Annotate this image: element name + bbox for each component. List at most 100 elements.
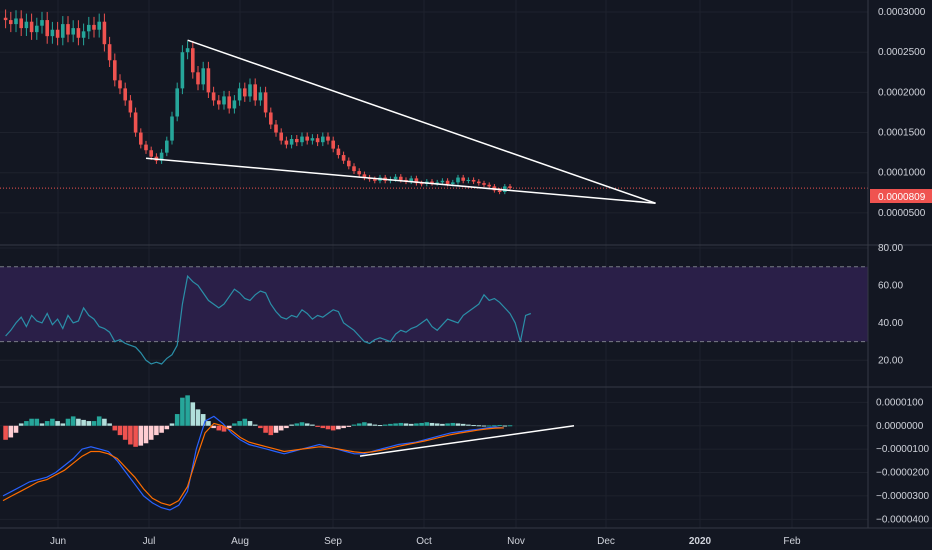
candle-body [326,136,330,141]
macd-histogram-bar [445,423,450,426]
macd-histogram-bar [414,423,419,426]
macd-histogram-bar [497,425,502,427]
signal-line [2,422,504,506]
macd-histogram-bar [242,418,248,426]
macd-histogram-bar [96,416,102,426]
macd-histogram-bar [55,421,60,426]
macd-histogram-bar [159,425,164,433]
candle-body [284,140,289,145]
macd-histogram-bar [502,425,508,427]
macd-histogram-bar [440,423,445,426]
candle-body [50,29,55,37]
macd-histogram-bar [481,425,487,427]
x-tick-2020: 2020 [689,536,712,547]
candle-body [414,178,419,184]
candle-body [456,177,460,183]
macd-histogram-bar [34,418,40,426]
macd-histogram-bar [112,425,118,431]
candle-body [315,138,320,143]
macd-tick-label: −0.0000400 [876,514,930,525]
candle-body [482,183,486,185]
macd-histogram-bar [164,425,170,430]
candle-body [55,29,60,38]
time-axis[interactable]: Jun Jul Aug Sep Oct Nov Dec 2020 Feb [50,536,801,547]
candle-body [409,178,413,182]
macd-histogram-bar [367,423,372,426]
candle-body [347,160,351,167]
macd-histogram-bar [65,418,71,426]
price-axis[interactable]: 0.0003000 0.0002500 0.0002000 0.0001500 0.00… [878,7,926,219]
macd-histogram-bar [190,402,196,426]
candle-body [497,190,502,193]
macd-histogram-bar [424,422,430,426]
macd-histogram-bar [200,414,206,426]
candle-body [295,138,299,143]
macd-histogram-bar [372,424,378,426]
candle-body [40,20,44,26]
x-tick-jun: Jun [50,536,66,547]
rsi-pane[interactable] [0,266,868,365]
macd-histogram-bar [29,418,34,426]
rsi-tick-label: 60.00 [878,280,903,291]
macd-histogram-bar [362,422,367,426]
macd-histogram-bar [476,425,482,427]
macd-histogram-bar [216,425,222,431]
macd-histogram-bar [388,423,393,426]
candle-body [310,138,315,141]
macd-histogram-bar [346,425,352,427]
candle-body [232,100,237,109]
x-tick-jul: Jul [143,536,156,547]
x-tick-dec: Dec [597,536,615,547]
candle-body [9,20,13,25]
macd-histogram-bar [70,416,76,426]
upper-trendline[interactable] [187,39,656,204]
macd-histogram-bar [356,423,362,426]
rsi-axis[interactable]: 80.00 60.00 40.00 20.00 [878,243,903,366]
macd-histogram-bar [460,423,466,426]
macd-histogram-bar [393,423,398,426]
candle-body [227,96,231,109]
candle-body [269,112,273,125]
candle-body [123,88,127,101]
candle-body [435,182,439,184]
macd-trendline[interactable] [359,425,575,457]
macd-histogram-bar [24,421,29,426]
rsi-band-fill [0,266,868,342]
macd-histogram-bar [450,422,456,426]
macd-histogram-bar [408,423,414,426]
lower-trendline[interactable] [145,157,656,205]
candle-body [253,84,257,101]
rsi-tick-label: 80.00 [878,243,903,254]
macd-line [2,415,504,511]
macd-histogram-bar [398,422,404,426]
candle-body [45,20,49,37]
candle-body [139,132,143,145]
rsi-band [0,266,868,342]
candle-body [508,186,512,188]
macd-histogram-bar [13,425,19,433]
candle-body [159,152,164,161]
macd-pane[interactable] [2,395,575,511]
candle-body [419,183,424,185]
x-tick-nov: Nov [507,536,525,547]
candle-body [300,136,304,143]
price-pane[interactable] [0,9,868,205]
macd-histogram-bar [403,423,409,426]
macd-tick-label: −0.0000200 [876,468,930,479]
candle-body [19,18,23,29]
candle-body [128,100,133,113]
macd-histogram-bar [174,414,180,426]
macd-histogram-bar [133,425,138,447]
macd-histogram-bar [471,425,476,427]
macd-histogram-bar [237,421,242,426]
macd-histogram-bar [320,425,326,429]
macd-axis[interactable]: 0.0000100 0.0000000 −0.0000100 −0.0000200 −0… [876,397,930,525]
candle-body [170,116,174,141]
macd-histogram-bar [325,425,331,430]
macd-histogram-bar [76,418,81,426]
macd-histogram-bar [3,425,8,440]
macd-histogram-bar [258,425,263,429]
candle-body [144,144,148,151]
macd-histogram-bar [154,425,159,436]
candle-body [445,180,450,184]
